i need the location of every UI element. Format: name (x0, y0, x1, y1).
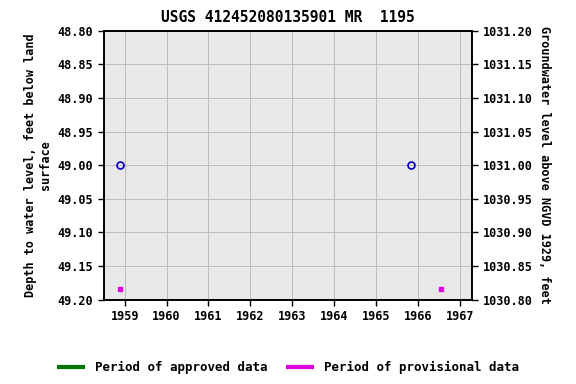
Title: USGS 412452080135901 MR  1195: USGS 412452080135901 MR 1195 (161, 10, 415, 25)
Y-axis label: Depth to water level, feet below land
surface: Depth to water level, feet below land su… (24, 33, 52, 297)
Y-axis label: Groundwater level above NGVD 1929, feet: Groundwater level above NGVD 1929, feet (538, 26, 551, 304)
Legend: Period of approved data, Period of provisional data: Period of approved data, Period of provi… (52, 356, 524, 379)
